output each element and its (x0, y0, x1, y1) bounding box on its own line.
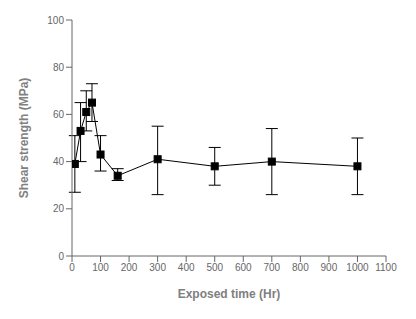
svg-text:60: 60 (53, 109, 65, 120)
svg-text:700: 700 (263, 262, 280, 273)
svg-text:400: 400 (178, 262, 195, 273)
svg-text:600: 600 (235, 262, 252, 273)
svg-text:Shear strength (MPa): Shear strength (MPa) (17, 78, 31, 199)
svg-text:300: 300 (149, 262, 166, 273)
svg-text:100: 100 (47, 15, 64, 26)
svg-text:Exposed time (Hr): Exposed time (Hr) (178, 287, 281, 301)
svg-text:20: 20 (53, 203, 65, 214)
svg-text:0: 0 (58, 251, 64, 262)
svg-text:40: 40 (53, 156, 65, 167)
svg-text:1000: 1000 (346, 262, 369, 273)
svg-text:800: 800 (292, 262, 309, 273)
svg-text:80: 80 (53, 62, 65, 73)
svg-text:500: 500 (206, 262, 223, 273)
svg-text:1100: 1100 (375, 262, 397, 273)
svg-text:100: 100 (92, 262, 109, 273)
svg-text:900: 900 (321, 262, 338, 273)
svg-text:0: 0 (69, 262, 75, 273)
svg-text:200: 200 (121, 262, 138, 273)
